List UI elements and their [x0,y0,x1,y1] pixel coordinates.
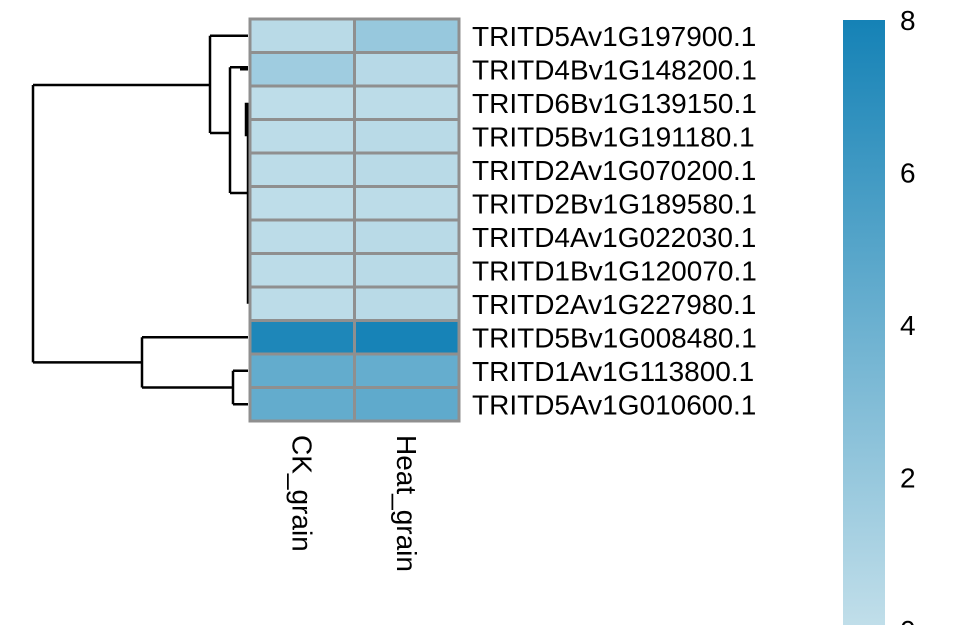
heatmap-cell [353,17,461,54]
row-label: TRITD2Av1G070200.1 [472,155,756,186]
heatmap-cell [353,218,461,255]
row-label: TRITD1Av1G113800.1 [472,356,754,387]
row-labels: TRITD5Av1G197900.1TRITD4Bv1G148200.1TRIT… [472,21,757,421]
row-label: TRITD5Bv1G008480.1 [472,322,757,353]
heatmap-cell [248,352,356,389]
heatmap-cell [248,285,356,322]
color-legend: 0 2 4 6 8 [843,5,916,625]
legend-tick-label: 8 [900,5,916,36]
column-label: CK_grain [286,435,317,552]
row-label: TRITD2Av1G227980.1 [472,289,756,320]
legend-tick-label: 0 [900,615,916,625]
heatmap-cell [248,386,356,423]
heatmap-cells [248,17,461,423]
legend-tick-label: 4 [900,310,916,341]
heatmap-cell [248,185,356,222]
heatmap-cell [353,118,461,155]
heatmap-cell [353,185,461,222]
row-label: TRITD2Bv1G189580.1 [472,188,757,219]
heatmap-cell [353,84,461,121]
heatmap-cell [248,319,356,356]
heatmap-cell [353,151,461,188]
row-label: TRITD5Av1G010600.1 [472,389,756,420]
heatmap-cell [353,352,461,389]
heatmap-cell [353,285,461,322]
heatmap-cell [248,252,356,289]
heatmap-cell [248,84,356,121]
row-label: TRITD4Av1G022030.1 [472,222,756,253]
heatmap-cell [248,118,356,155]
legend-color-bar [843,20,885,625]
heatmap-cell [353,319,461,356]
legend-ticks: 0 2 4 6 8 [900,5,916,625]
heatmap-cell [248,51,356,88]
row-label: TRITD5Av1G197900.1 [472,21,756,52]
column-label: Heat_grain [391,435,422,572]
column-labels: CK_grain Heat_grain [286,435,422,572]
row-label: TRITD5Bv1G191180.1 [472,121,755,152]
heatmap-cell [353,252,461,289]
row-label: TRITD1Bv1G120070.1 [472,255,757,286]
legend-tick-label: 6 [900,158,916,189]
heatmap-cell [353,386,461,423]
heatmap-cell [248,218,356,255]
heatmap-cell [248,151,356,188]
heatmap-cell [248,17,356,54]
heatmap-cell [353,51,461,88]
row-label: TRITD6Bv1G139150.1 [472,88,757,119]
legend-tick-label: 2 [900,463,916,494]
row-dendrogram [31,34,250,406]
row-label: TRITD4Bv1G148200.1 [472,54,757,85]
